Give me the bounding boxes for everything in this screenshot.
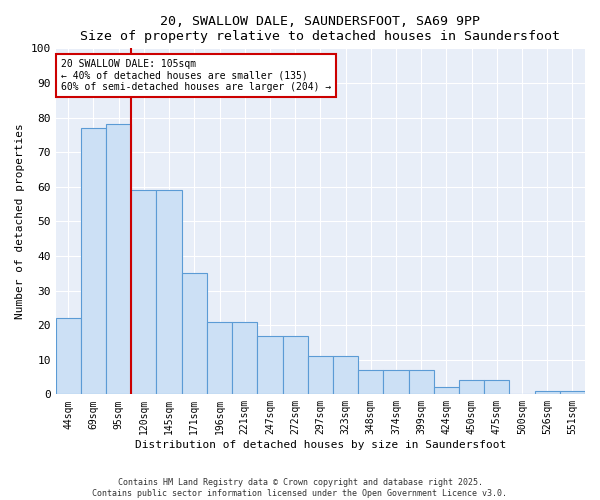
Y-axis label: Number of detached properties: Number of detached properties	[15, 124, 25, 319]
Bar	[257, 336, 283, 394]
Title: 20, SWALLOW DALE, SAUNDERSFOOT, SA69 9PP
Size of property relative to detached h: 20, SWALLOW DALE, SAUNDERSFOOT, SA69 9PP…	[80, 15, 560, 43]
Bar	[484, 380, 509, 394]
Bar	[182, 273, 207, 394]
Bar	[333, 356, 358, 395]
Bar	[157, 190, 182, 394]
Bar	[207, 322, 232, 394]
Text: Contains HM Land Registry data © Crown copyright and database right 2025.
Contai: Contains HM Land Registry data © Crown c…	[92, 478, 508, 498]
Bar	[308, 356, 333, 395]
Bar	[383, 370, 409, 394]
Bar	[81, 128, 106, 394]
Bar	[434, 388, 459, 394]
Bar	[232, 322, 257, 394]
Bar	[106, 124, 131, 394]
Bar	[560, 391, 585, 394]
Bar	[283, 336, 308, 394]
Bar	[358, 370, 383, 394]
Bar	[409, 370, 434, 394]
Text: 20 SWALLOW DALE: 105sqm
← 40% of detached houses are smaller (135)
60% of semi-d: 20 SWALLOW DALE: 105sqm ← 40% of detache…	[61, 58, 331, 92]
Bar	[535, 391, 560, 394]
Bar	[131, 190, 157, 394]
Bar	[459, 380, 484, 394]
Bar	[56, 318, 81, 394]
X-axis label: Distribution of detached houses by size in Saundersfoot: Distribution of detached houses by size …	[135, 440, 506, 450]
